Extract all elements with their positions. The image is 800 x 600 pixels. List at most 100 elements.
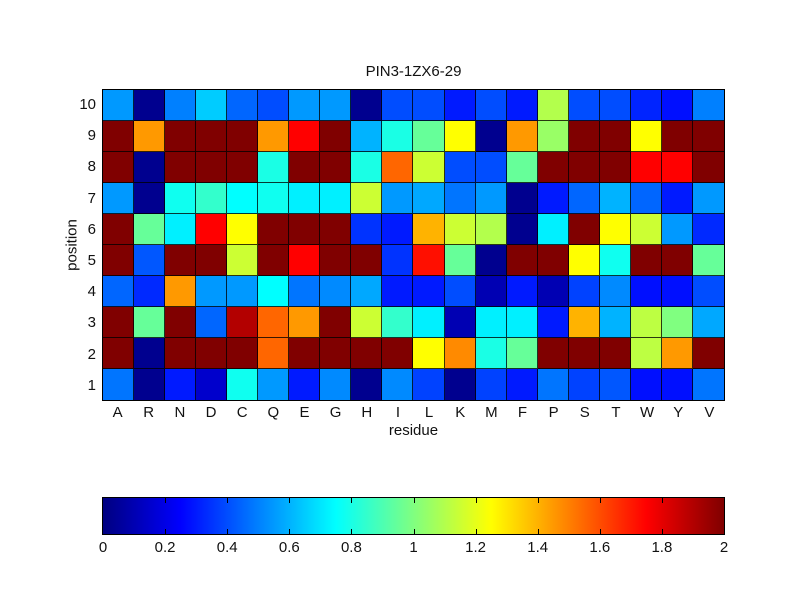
x-tick-label: D (205, 404, 217, 421)
y-tick-label: 8 (87, 158, 96, 176)
heatmap-cell (320, 90, 352, 121)
heatmap-cell (506, 369, 538, 400)
colorbar-tick-mark (165, 529, 167, 534)
heatmap-cell (382, 338, 414, 369)
heatmap-cell (382, 90, 414, 121)
heatmap-cell (103, 307, 135, 338)
y-tick-label: 10 (79, 96, 96, 114)
heatmap-cell (630, 121, 662, 152)
heatmap-cell (134, 338, 166, 369)
heatmap-cell (413, 152, 445, 183)
x-tick-label: L (424, 404, 434, 421)
colorbar-tick-label: 1.2 (465, 539, 487, 556)
heatmap-cell (661, 121, 693, 152)
heatmap-cell (692, 152, 724, 183)
heatmap-cell (413, 183, 445, 214)
heatmap-cell (320, 183, 352, 214)
heatmap-cell (537, 369, 569, 400)
heatmap-cell (351, 214, 383, 245)
colorbar-tick-label: 0.6 (278, 539, 300, 556)
heatmap-cell (382, 369, 414, 400)
heatmap-cell (196, 90, 228, 121)
x-tick-label: E (299, 404, 310, 421)
heatmap-cell (320, 338, 352, 369)
heatmap-cell (599, 369, 631, 400)
heatmap-cell (692, 307, 724, 338)
heatmap-cell (382, 276, 414, 307)
x-tick-label: F (517, 404, 528, 421)
heatmap-cell (444, 214, 476, 245)
heatmap-cell (351, 276, 383, 307)
heatmap-cell (661, 369, 693, 400)
heatmap-cell (165, 214, 197, 245)
heatmap-cell (506, 121, 538, 152)
x-tick-label: W (640, 404, 655, 421)
heatmap-cell (134, 183, 166, 214)
heatmap-cell (537, 152, 569, 183)
heatmap-cell (134, 307, 166, 338)
heatmap-cell (661, 245, 693, 276)
heatmap-cell (630, 307, 662, 338)
colorbar-tick-mark (413, 529, 415, 534)
heatmap-cell (227, 369, 259, 400)
heatmap-cell (506, 90, 538, 121)
heatmap-cell (320, 276, 352, 307)
colorbar-tick-mark (661, 498, 663, 503)
colorbar-tick-label: 1 (409, 539, 418, 556)
heatmap-cell (506, 214, 538, 245)
heatmap-cell (320, 307, 352, 338)
heatmap-cell (103, 214, 135, 245)
colorbar (102, 497, 725, 535)
colorbar-tick-label: 1.6 (589, 539, 611, 556)
heatmap-cell (661, 183, 693, 214)
heatmap-cell (258, 90, 290, 121)
heatmap-cell (258, 121, 290, 152)
y-tick-label: 1 (87, 376, 96, 394)
heatmap-cell (475, 338, 507, 369)
heatmap-cell (134, 214, 166, 245)
x-tick-label: V (704, 404, 715, 421)
heatmap-cell (196, 276, 228, 307)
heatmap-cell (227, 90, 259, 121)
x-tick-label: P (548, 404, 559, 421)
heatmap-cell (413, 338, 445, 369)
colorbar-tick-mark (537, 498, 539, 503)
heatmap-cell (692, 121, 724, 152)
heatmap-cell (227, 338, 259, 369)
x-tick-label: K (455, 404, 466, 421)
heatmap-cell (692, 214, 724, 245)
x-tick-label: I (395, 404, 400, 421)
heatmap-cell (289, 307, 321, 338)
heatmap-cell (289, 369, 321, 400)
heatmap-cell (475, 214, 507, 245)
heatmap-cell (692, 338, 724, 369)
heatmap-cell (134, 245, 166, 276)
heatmap-cell (413, 369, 445, 400)
heatmap-cell (537, 338, 569, 369)
heatmap-cell (506, 338, 538, 369)
heatmap-cell (258, 183, 290, 214)
heatmap-cell (258, 369, 290, 400)
heatmap-cell (382, 245, 414, 276)
heatmap-cell (475, 183, 507, 214)
y-tick-label: 9 (87, 127, 96, 145)
x-tick-label: H (361, 404, 373, 421)
heatmap-cell (258, 214, 290, 245)
heatmap-cell (413, 121, 445, 152)
heatmap-cell (568, 90, 600, 121)
colorbar-tick-mark (227, 498, 229, 503)
heatmap-cell (692, 276, 724, 307)
colorbar-tick-mark (475, 529, 477, 534)
heatmap-cell (599, 307, 631, 338)
heatmap-cell (165, 276, 197, 307)
heatmap-cell (537, 307, 569, 338)
heatmap-cell (382, 183, 414, 214)
heatmap-cell (382, 214, 414, 245)
heatmap-cell (692, 369, 724, 400)
colorbar-tick-label: 0.2 (154, 539, 176, 556)
heatmap-cell (134, 121, 166, 152)
heatmap-cell (227, 121, 259, 152)
colorbar-tick-mark (289, 529, 291, 534)
heatmap-cell (413, 90, 445, 121)
